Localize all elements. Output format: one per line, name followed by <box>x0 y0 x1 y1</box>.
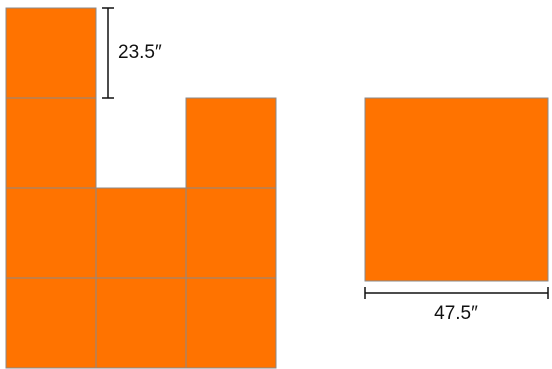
tile-r2-c2 <box>185 187 277 279</box>
tile-height-label: 23.5″ <box>118 42 162 63</box>
tile-r2-c0 <box>5 187 97 279</box>
tile-r3-c2 <box>185 277 277 369</box>
tile-height-dimension: 23.5″ <box>102 7 162 99</box>
square-width-dimension: 47.5″ <box>364 287 549 324</box>
tile-r1-c0 <box>5 97 97 189</box>
right-shape <box>364 97 549 282</box>
square-width-label: 47.5″ <box>434 303 478 324</box>
tile-r0-c0 <box>5 7 97 99</box>
tile-r3-c1 <box>95 277 187 369</box>
square-tile <box>364 97 549 282</box>
tile-r1-c2 <box>185 97 277 189</box>
tile-r3-c0 <box>5 277 97 369</box>
tile-r2-c1 <box>95 187 187 279</box>
left-shape <box>5 7 277 369</box>
